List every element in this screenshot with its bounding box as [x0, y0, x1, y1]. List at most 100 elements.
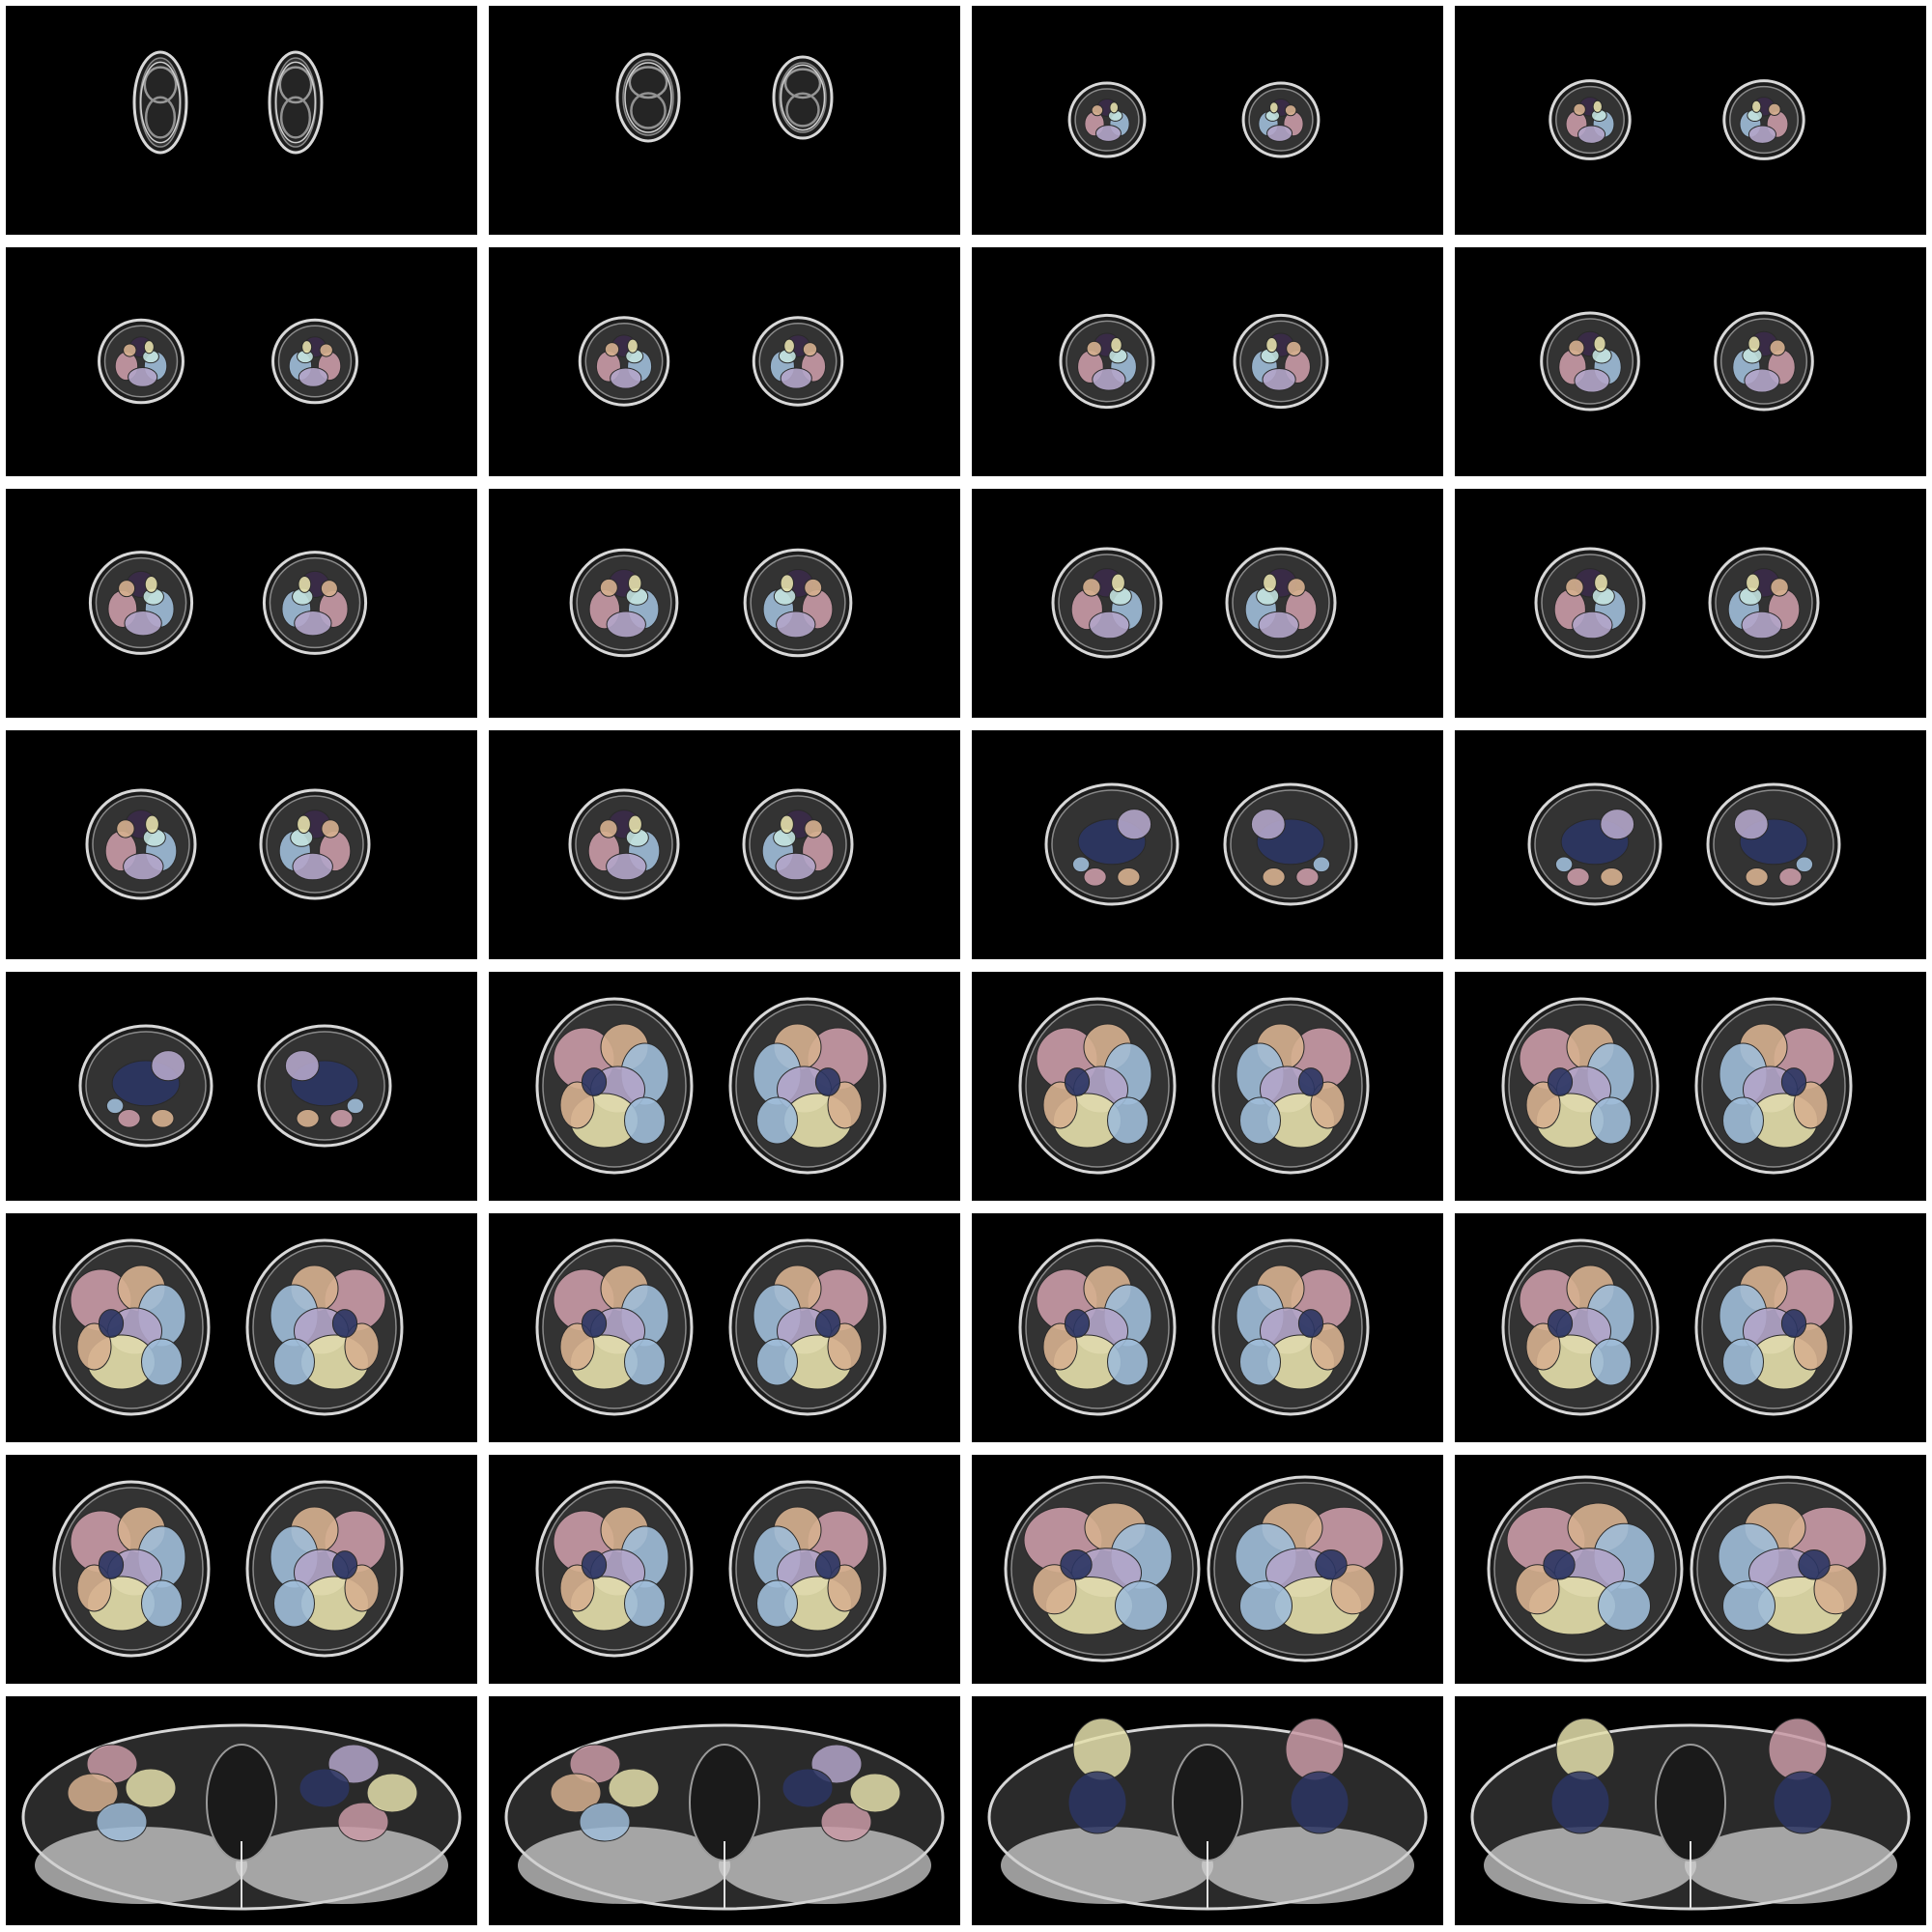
muscle-segment [1284, 104, 1297, 117]
mri-slice-image [6, 1455, 477, 1684]
muscle-segment [141, 1338, 183, 1386]
muscle-segment [624, 1096, 666, 1145]
mri-slice-image [489, 1455, 960, 1684]
muscle-segment [1550, 1771, 1610, 1834]
muscle-segment [141, 1579, 183, 1628]
right-limb-cross-section [728, 997, 887, 1175]
muscle-segment [125, 1768, 177, 1808]
right-limb-cross-section [268, 50, 324, 155]
muscle-segment [98, 1550, 125, 1579]
muscle-segment [294, 610, 332, 637]
muscle-segment [1111, 573, 1125, 593]
right-limb-cross-section [259, 788, 371, 900]
mri-slice-image [489, 730, 960, 959]
muscle-segment [604, 342, 620, 357]
left-limb-cross-section [535, 997, 694, 1175]
right-limb-cross-section [1694, 997, 1853, 1175]
left-limb-cross-section [1527, 782, 1662, 906]
right-limb-cross-section [1722, 79, 1805, 160]
muscle-segment [76, 1322, 112, 1371]
mri-slice-panel [972, 730, 1443, 959]
muscle-segment [1083, 867, 1107, 887]
muscle-segment [1574, 368, 1610, 393]
muscle-segment [1042, 1081, 1078, 1129]
mri-slice-panel [1455, 1455, 1926, 1684]
mri-slice-panel [972, 1213, 1443, 1442]
mri-slice-panel [6, 1696, 477, 1925]
muscle-segment [1258, 611, 1299, 639]
mri-slice-image [1455, 6, 1926, 235]
muscle-segment [550, 1773, 602, 1813]
muscle-segment [1590, 1096, 1632, 1145]
right-limb-cross-section [1694, 1238, 1853, 1416]
right-limb-cross-section [1690, 1475, 1887, 1662]
mri-slice-panel [6, 489, 477, 718]
muscle-segment [1722, 1338, 1764, 1386]
muscle-segment [284, 1050, 320, 1082]
mri-slice-panel [489, 1455, 960, 1684]
muscle-segment [1744, 368, 1780, 393]
muscle-segment [96, 1802, 148, 1842]
muscle-segment [606, 611, 646, 639]
muscle-segment [814, 1550, 841, 1579]
muscle-segment [98, 1309, 125, 1338]
muscle-segment [1268, 101, 1279, 114]
muscle-segment [1032, 1564, 1077, 1615]
left-limb-cross-section [578, 316, 670, 407]
mri-slice-panel [1455, 1213, 1926, 1442]
right-limb-cross-section [752, 316, 844, 407]
muscle-segment [1239, 1338, 1281, 1386]
muscle-segment [344, 1564, 380, 1612]
mri-slice-panel [1455, 730, 1926, 959]
mri-slice-panel [489, 730, 960, 959]
muscle-segment [1780, 1309, 1807, 1338]
left-limb-cross-section [1487, 1475, 1684, 1662]
muscle-segment [1554, 856, 1574, 873]
muscle-segment [1060, 1548, 1093, 1580]
muscle-segment [331, 1550, 358, 1579]
muscle-segment [1600, 809, 1635, 840]
muscle-segment [144, 575, 158, 593]
left-limb-cross-section [1051, 547, 1163, 659]
muscle-segment [559, 1081, 595, 1129]
muscle-segment [1547, 1067, 1574, 1096]
mri-slice-panel [1455, 247, 1926, 476]
muscle-segment [1315, 1548, 1348, 1580]
muscle-segment [1117, 809, 1152, 840]
muscle-segment [1330, 1564, 1376, 1615]
muscle-segment [301, 340, 313, 355]
muscle-segment [820, 1802, 872, 1842]
muscle-segment [781, 1768, 834, 1808]
muscle-segment [627, 338, 639, 354]
muscle-segment [1547, 1309, 1574, 1338]
mri-slice-image [6, 247, 477, 476]
muscle-segment [1593, 335, 1606, 353]
left-limb-cross-section [1018, 1238, 1177, 1416]
mri-slice-image [6, 6, 477, 235]
mri-slice-grid [6, 6, 1926, 1926]
left-limb-cross-section [1059, 313, 1155, 410]
muscle-segment [1067, 1771, 1127, 1834]
muscle-segment [1295, 867, 1320, 887]
muscle-segment [827, 1081, 863, 1129]
muscle-segment [780, 574, 795, 593]
muscle-segment [320, 580, 338, 598]
muscle-segment [756, 1096, 798, 1145]
muscle-segment [610, 367, 642, 389]
muscle-segment [1813, 1564, 1859, 1615]
muscle-segment [624, 1338, 666, 1386]
muscle-segment [1285, 1718, 1345, 1781]
left-limb-cross-section [88, 551, 194, 655]
muscle-segment [321, 819, 340, 838]
muscle-segment [1733, 809, 1769, 840]
muscle-segment [1793, 1081, 1829, 1129]
muscle-segment [1577, 125, 1606, 144]
muscle-segment [849, 1773, 901, 1813]
muscle-segment [123, 852, 164, 881]
muscle-segment [1543, 1548, 1576, 1580]
muscle-segment [606, 852, 647, 881]
mri-slice-image [972, 1696, 1443, 1925]
muscle-segment [1746, 573, 1760, 593]
muscle-segment [804, 819, 823, 838]
muscle-segment [1568, 339, 1585, 356]
